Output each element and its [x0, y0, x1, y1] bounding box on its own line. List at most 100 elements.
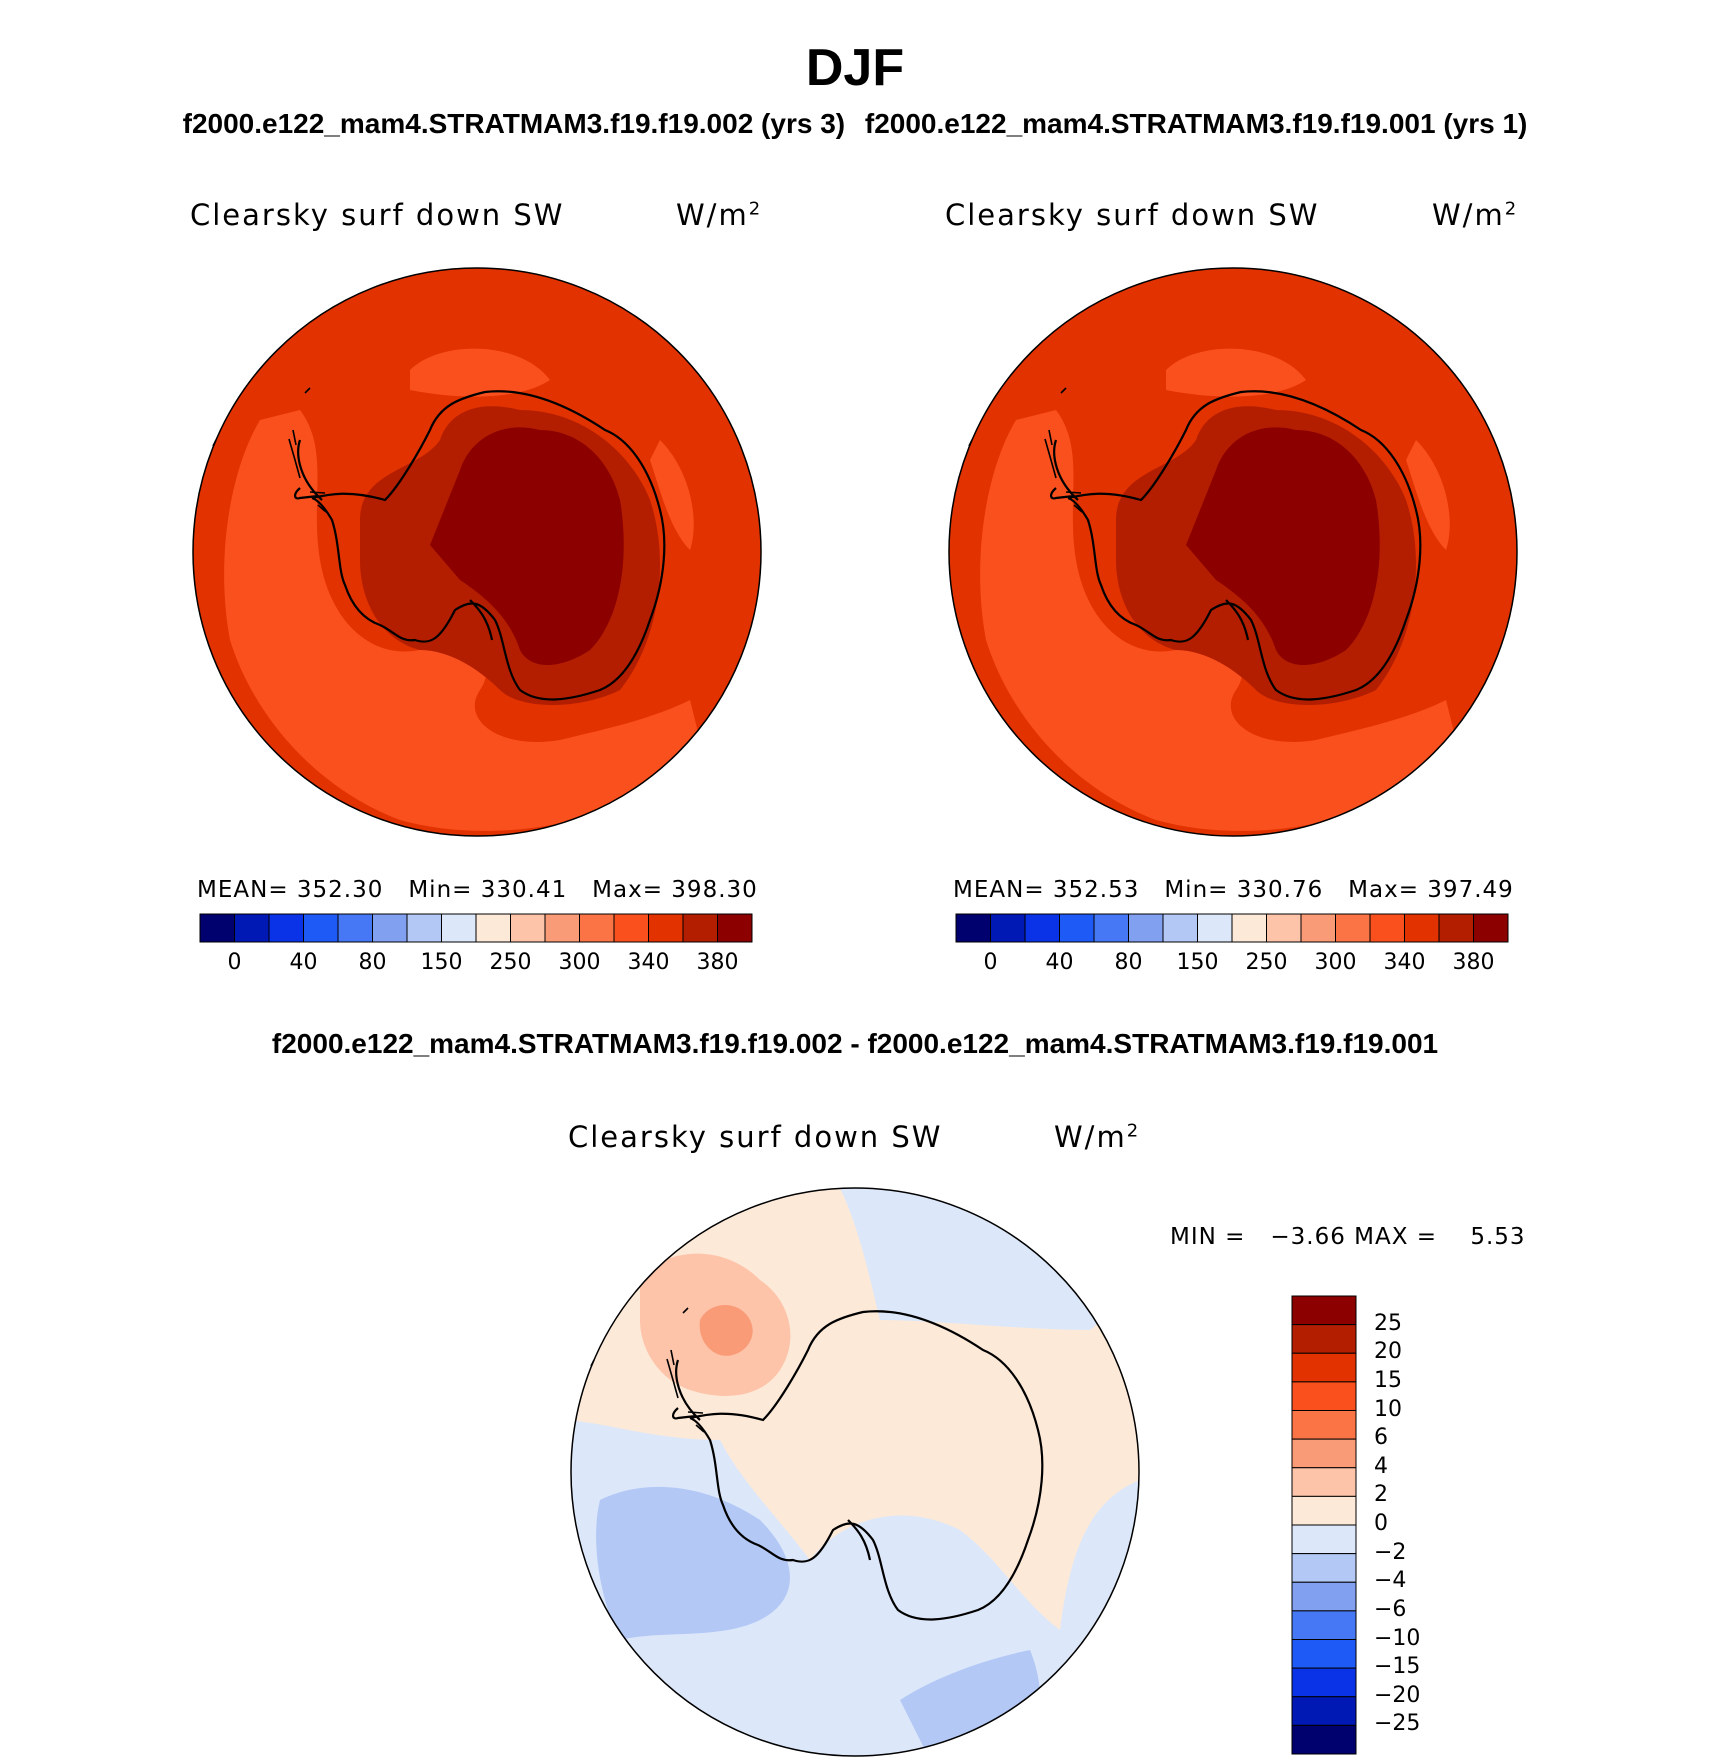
panel1-map	[193, 268, 761, 836]
panel2-colorbar-tick-label: 40	[1030, 950, 1090, 975]
panel3-colorbar-tick-label: 4	[1374, 1454, 1388, 1479]
panel2-stats: MEAN= 352.53 Min= 330.76 Max= 397.49	[953, 877, 1514, 903]
panel2-colorbar-swatch	[1474, 914, 1509, 942]
panel3-colorbar-swatch	[1292, 1554, 1356, 1583]
panel3-colorbar-swatch	[1292, 1525, 1356, 1554]
panel1-colorbar-swatch	[614, 914, 649, 942]
panel1-colorbar-swatch	[373, 914, 408, 942]
panel1-colorbar-swatch	[511, 914, 546, 942]
panel2-colorbar-ticks: 0 40 80 150 250 300 340 380	[956, 950, 1508, 980]
panel1-colorbar-swatch	[476, 914, 511, 942]
panel3-colorbar-tick-label: 6	[1374, 1425, 1388, 1450]
panel3-colorbar-tick-label: 20	[1374, 1339, 1402, 1364]
panel2-map	[949, 268, 1517, 836]
panel3-colorbar-tick-label: −4	[1374, 1568, 1406, 1593]
panel2-colorbar-tick-label: 300	[1306, 950, 1366, 975]
panel2-min-label: Min=	[1164, 877, 1228, 903]
panel3-min-label: MIN =	[1170, 1224, 1245, 1250]
panel2-colorbar-swatch	[956, 914, 991, 942]
panel3-colorbar-swatch	[1292, 1439, 1356, 1468]
panel3-min-value: −3.66	[1270, 1224, 1345, 1250]
panel3-colorbar-tick-label: 10	[1374, 1397, 1402, 1422]
panel2-colorbar-swatch	[1094, 914, 1129, 942]
panel1-min-label: Min=	[408, 877, 472, 903]
panel1-stats: MEAN= 352.30 Min= 330.41 Max= 398.30	[197, 877, 758, 903]
panel1-colorbar-tick-label: 40	[274, 950, 334, 975]
panel2-max-label: Max=	[1348, 877, 1419, 903]
panel2-colorbar-tick-label: 380	[1444, 950, 1504, 975]
panel2-colorbar-tick-label: 80	[1099, 950, 1159, 975]
panel2-colorbar-swatch	[1025, 914, 1060, 942]
panel3-colorbar-ticks: 25 20 15 10 6 4 2 0 −2 −4 −6 −10 −15 −20 −25	[1374, 1296, 1454, 1754]
panel2-colorbar-swatch	[1439, 914, 1474, 942]
panel3-colorbar-swatch	[1292, 1468, 1356, 1497]
panel1-max-value: 398.30	[671, 877, 757, 903]
panel1-min-value: 330.41	[481, 877, 567, 903]
panel1-colorbar-swatch	[649, 914, 684, 942]
panel2-colorbar-swatch	[1370, 914, 1405, 942]
panel3-colorbar-tick-label: −2	[1374, 1540, 1406, 1565]
panel2-mean-label: MEAN=	[953, 877, 1045, 903]
panel2-colorbar-tick-label: 0	[961, 950, 1021, 975]
panel3-max-value: 5.53	[1470, 1224, 1525, 1250]
panel2-colorbar	[956, 914, 1508, 942]
panel3-colorbar-swatch	[1292, 1611, 1356, 1640]
panel1-colorbar-tick-label: 300	[550, 950, 610, 975]
panel2-colorbar-tick-label: 150	[1168, 950, 1228, 975]
panel2-colorbar-tick-label: 340	[1375, 950, 1435, 975]
panel1-colorbar-tick-label: 380	[688, 950, 748, 975]
panel3-colorbar-tick-label: 15	[1374, 1368, 1402, 1393]
panel1-colorbar-swatch	[338, 914, 373, 942]
panel2-colorbar-swatch	[991, 914, 1026, 942]
panel2-min-value: 330.76	[1237, 877, 1323, 903]
panel2-colorbar-swatch	[1198, 914, 1233, 942]
panel1-colorbar-swatch	[718, 914, 753, 942]
panel1-colorbar-swatch	[545, 914, 580, 942]
panel2-colorbar-swatch	[1129, 914, 1164, 942]
panel3-colorbar-tick-label: 25	[1374, 1311, 1402, 1336]
panel1-mean-label: MEAN=	[197, 877, 289, 903]
panel3-colorbar-swatch	[1292, 1411, 1356, 1440]
panel1-colorbar-tick-label: 80	[343, 950, 403, 975]
panel1-colorbar-swatch	[200, 914, 235, 942]
panel2-colorbar-swatch	[1405, 914, 1440, 942]
panel1-colorbar-tick-label: 0	[205, 950, 265, 975]
panel2-colorbar-swatch	[1267, 914, 1302, 942]
panel3-colorbar-swatch	[1292, 1325, 1356, 1354]
panel3-colorbar-swatch	[1292, 1382, 1356, 1411]
panel2-colorbar-swatch	[1060, 914, 1095, 942]
panel3-colorbar-swatch	[1292, 1725, 1356, 1754]
panel3-colorbar-tick-label: −25	[1374, 1711, 1420, 1736]
panel1-colorbar-tick-label: 250	[481, 950, 541, 975]
panel1-colorbar	[200, 914, 752, 942]
panel3-colorbar-tick-label: −10	[1374, 1626, 1420, 1651]
panel3-max-label: MAX =	[1354, 1224, 1437, 1250]
panel1-colorbar-swatch	[235, 914, 270, 942]
panel2-mean-value: 352.53	[1053, 877, 1139, 903]
panel2-colorbar-swatch	[1336, 914, 1371, 942]
panel3-colorbar-swatch	[1292, 1296, 1356, 1325]
panel1-colorbar-tick-label: 150	[412, 950, 472, 975]
panel1-colorbar-ticks: 0 40 80 150 250 300 340 380	[200, 950, 752, 980]
panel2-colorbar-swatch	[1163, 914, 1198, 942]
panel3-map	[560, 1188, 1150, 1763]
panel1-colorbar-swatch	[442, 914, 477, 942]
panel1-colorbar-swatch	[580, 914, 615, 942]
panel3-colorbar-tick-label: −20	[1374, 1683, 1420, 1708]
panel1-colorbar-tick-label: 340	[619, 950, 679, 975]
panel3-colorbar	[1292, 1296, 1356, 1754]
panel1-max-label: Max=	[592, 877, 663, 903]
panel3-colorbar-swatch	[1292, 1496, 1356, 1525]
panel1-colorbar-swatch	[304, 914, 339, 942]
panel3-colorbar-swatch	[1292, 1640, 1356, 1669]
panel1-colorbar-swatch	[683, 914, 718, 942]
panel3-colorbar-swatch	[1292, 1353, 1356, 1382]
panel3-colorbar-tick-label: 0	[1374, 1511, 1388, 1536]
panel3-colorbar-tick-label: −15	[1374, 1654, 1420, 1679]
panel3-colorbar-tick-label: 2	[1374, 1482, 1388, 1507]
panel1-colorbar-swatch	[269, 914, 304, 942]
panel1-colorbar-swatch	[407, 914, 442, 942]
panel2-colorbar-swatch	[1232, 914, 1267, 942]
panel2-max-value: 397.49	[1427, 877, 1513, 903]
panel2-colorbar-tick-label: 250	[1237, 950, 1297, 975]
